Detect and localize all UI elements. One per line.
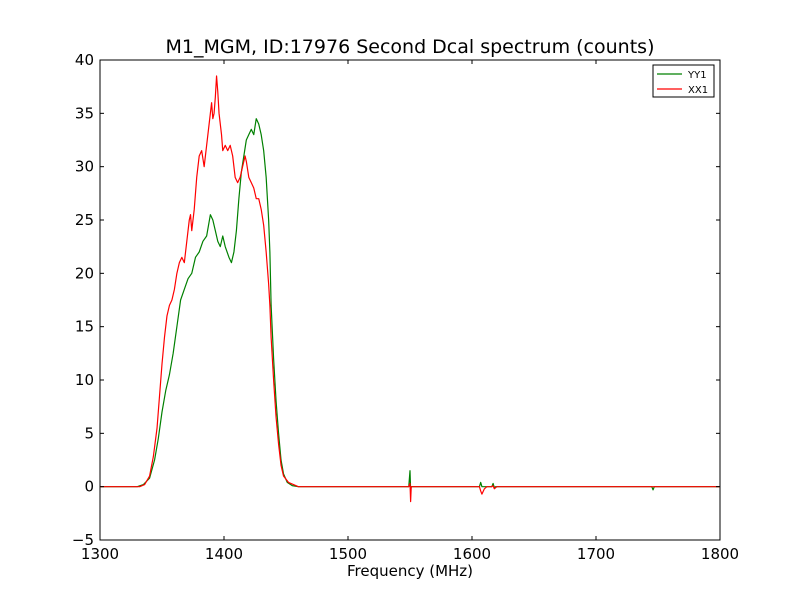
chart-title: M1_MGM, ID:17976 Second Dcal spectrum (c… [166,36,655,58]
x-tick-label: 1700 [577,545,615,563]
y-tick-label: 5 [84,424,94,442]
y-tick-label: 0 [84,478,94,496]
x-tick-label: 1800 [701,545,739,563]
y-tick-label: −5 [72,531,94,549]
x-tick-label: 1600 [453,545,491,563]
lines-layer [100,75,720,503]
y-tick-label: 30 [75,158,94,176]
x-axis-label: Frequency (MHz) [347,562,473,580]
plot-area-frame [99,59,721,541]
y-tick-label: 40 [75,51,94,69]
x-tick-label: 1300 [81,545,119,563]
x-tick-label: 1500 [329,545,367,563]
legend-label-xx1: XX1 [688,85,708,96]
legend-label-yy1: YY1 [687,70,707,81]
y-tick-label: 10 [75,371,94,389]
x-tick-label: 1400 [205,545,243,563]
y-tick-label: 20 [75,264,94,282]
y-tick-label: 15 [75,318,94,336]
y-tick-label: 25 [75,211,94,229]
series-line-xx1 [100,75,720,503]
y-tick-label: 35 [75,104,94,122]
legend-box [652,64,715,98]
ticks-layer: 1300 1400 1500 1600 1700 1800 −5 0 5 10 15 20 25 30 35… [72,51,739,563]
